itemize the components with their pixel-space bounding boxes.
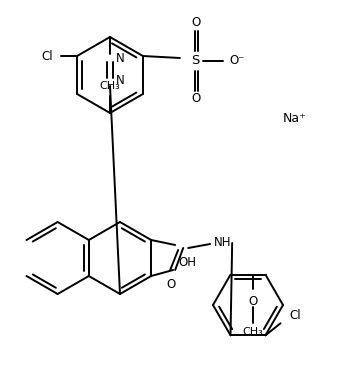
Text: O: O (167, 279, 176, 291)
Text: OH: OH (178, 257, 196, 269)
Text: O: O (248, 295, 258, 308)
Text: Cl: Cl (41, 49, 53, 63)
Text: O⁻: O⁻ (229, 54, 245, 68)
Text: N: N (116, 52, 124, 66)
Text: O: O (191, 93, 201, 105)
Text: S: S (191, 54, 199, 68)
Text: N: N (116, 74, 124, 88)
Text: CH₃: CH₃ (100, 81, 120, 91)
Text: O: O (191, 17, 201, 29)
Text: Na⁺: Na⁺ (283, 112, 307, 125)
Text: NH: NH (213, 237, 231, 249)
Text: Cl: Cl (290, 309, 301, 322)
Text: CH₃: CH₃ (243, 327, 264, 337)
